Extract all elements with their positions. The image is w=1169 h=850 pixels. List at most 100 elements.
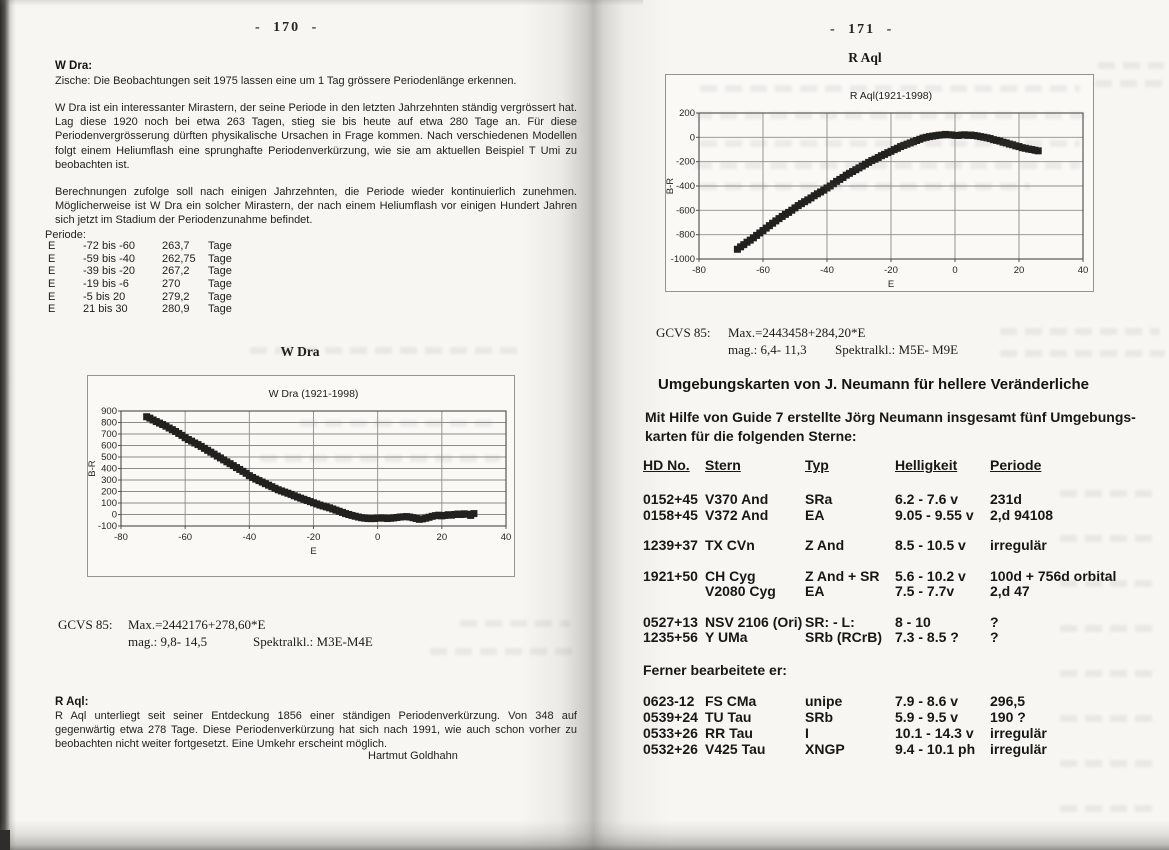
w-dra-chart-heading: W Dra [280,344,320,359]
svg-text:W Dra (1921-1998): W Dra (1921-1998) [269,388,359,400]
period-cell: Tage [208,303,232,316]
svg-text:600: 600 [101,441,117,452]
gcvs-label-right: GCVS 85: [656,325,711,340]
gcvs-label-left: GCVS 85: [58,617,113,632]
scan-edge-top [0,0,643,6]
star-table-row: 0539+24 TU Tau SRb 5.9 - 9.5 v 190 ? [643,709,1158,725]
period-cell: 263,7 [162,240,190,252]
star-table-cell: 231d [990,491,1022,507]
star-table-cell: 9.4 - 10.1 ph [895,741,976,757]
star-table-row: V2080 Cyg EA 7.5 - 7.7v 2,d 47 [643,583,1158,600]
star-table-row: 0527+13 NSV 2106 (Ori) SR: - L: 8 - 10? [643,613,1158,631]
star-table: HD No. Stern Typ Helligkeit Periode [643,457,1158,474]
star-table-row: 0533+26 RR Tau I 10.1 - 14.3 v irregulär [643,725,1158,741]
star-table-cell: ? [990,629,999,645]
star-table-cell: 0539+24 [643,709,698,725]
show-through-artifact [1000,350,1165,357]
scan-edge-bottom [0,820,1169,850]
star-table-cell: SRa [805,491,833,507]
svg-text:0: 0 [690,132,695,143]
page-number-left: - 170 - [255,20,319,35]
star-table-cell: 190 ? [990,709,1026,725]
intro-line-2: karten für die folgenden Sterne: [645,428,857,444]
star-table-cell: TU Tau [705,709,752,725]
svg-text:-1000: -1000 [671,254,695,265]
svg-text:-60: -60 [756,265,770,276]
star-table-cell: 10.1 - 14.3 v [895,725,974,741]
r-aql-note-heading: R Aql: [55,696,89,708]
ferner-label: Ferner bearbeitete er: [643,662,787,678]
show-through-artifact [1060,760,1160,767]
star-table-cell: 7.3 - 8.5 ? [895,629,959,645]
svg-text:-20: -20 [884,265,898,276]
period-cell: E [48,290,56,303]
star-table-row: 0158+45 V372 And EA 9.05 - 9.55 v 2,d 94108 [643,506,1158,524]
gcvs-mag-left: mag.: 9,8- 14,5 [128,634,208,649]
r-aql-chart: -1000 -800 -600 -400 -200 0 200 -80 -60 -40 -20 0 20… [665,74,1094,292]
svg-text:-60: -60 [178,532,192,543]
period-cell: -19 bis -6 [83,278,129,291]
period-row: E -39 bis -20 267,2 Tage [48,265,298,278]
svg-text:200: 200 [101,487,117,498]
star-table-cell: ? [990,613,999,630]
show-through-artifact [1060,805,1155,812]
star-table-cell: 2,d 47 [990,583,1030,599]
star-table-cell: V425 Tau [705,741,766,757]
star-table-cell: 1239+37 [643,537,698,553]
show-through-artifact [1098,62,1164,69]
w-dra-section-heading: W Dra: [55,60,93,72]
star-table-cell: 0152+45 [643,491,698,507]
star-table-cell: CH Cyg [705,567,756,584]
svg-text:500: 500 [101,452,117,463]
period-cell: Tage [208,278,232,291]
star-table-row: 1235+56 Y UMa SRb (RCrB) 7.3 - 8.5 ?? [643,629,1158,646]
star-table-row: 0532+26 V425 Tau XNGP 9.4 - 10.1 ph irregulä… [643,741,1158,757]
svg-text:100: 100 [101,498,117,509]
period-cell: 279,2 [162,290,190,303]
period-cell: E [48,240,56,252]
svg-text:R Aql(1921-1998): R Aql(1921-1998) [850,90,932,102]
svg-text:200: 200 [679,108,695,119]
w-dra-chart: -100 0 100 200 300 400 500 600 700 800 900 -80 -60 -4… [87,375,515,577]
star-table-row: 0152+45 V370 And SRa 6.2 - 7.6 v 231d [643,491,1158,508]
star-table-cell: SR: - L: [805,613,855,630]
star-table-cell: 9.05 - 9.55 v [895,506,974,523]
period-cell: Tage [208,265,232,278]
svg-text:40: 40 [501,532,512,543]
svg-text:20: 20 [437,532,448,543]
svg-text:0: 0 [375,532,380,543]
svg-text:-40: -40 [820,265,834,276]
svg-text:700: 700 [101,429,117,440]
star-table-cell: 7.9 - 8.6 v [895,693,959,709]
star-table-cell: 0533+26 [643,725,698,741]
col-header-typ: Typ [805,457,829,473]
star-table-cell: EA [805,506,825,523]
svg-text:E: E [310,546,316,557]
period-cell: E [48,265,56,278]
page-number-right: - 171 - [830,22,894,37]
star-table-cell: 0623-12 [643,693,705,709]
star-table-header-row: HD No. Stern Typ Helligkeit Periode [643,457,1158,474]
svg-text:300: 300 [101,475,117,486]
star-table-cell: irregulär [990,741,1047,757]
gcvs-max-left: Max.=2442176+278,60*E [128,617,266,632]
star-table-cell: 0527+13 [643,613,698,630]
period-cell: 262,75 [162,252,196,265]
period-row: E -72 bis -60 263,7 Tage [48,240,298,253]
star-table-cell: 296,5 [990,693,1026,709]
star-table-cell: 100d + 756d orbital [990,567,1117,584]
star-table-group: 0152+45 V370 And SRa 6.2 - 7.6 v 231d 0158+45… [643,491,1158,524]
period-row: E -19 bis -6 270 Tage [48,278,298,291]
star-table-group: 1921+50 CH Cyg Z And + SR 5.6 - 10.2 v 100d … [643,567,1158,600]
svg-text:-600: -600 [676,205,695,216]
star-table-cell: Z And + SR [805,567,880,584]
star-table-cell: TX CVn [705,537,755,553]
star-table-group: 0527+13 NSV 2106 (Ori) SR: - L: 8 - 10? 1235… [643,613,1158,646]
period-cell: Tage [208,240,232,252]
star-table-cell: V372 And [705,506,769,523]
r-aql-note-paragraph: R Aql unterliegt seit seiner Entdeckung … [55,710,577,751]
scan-corner-shadow [0,830,10,850]
svg-text:-80: -80 [692,265,706,276]
